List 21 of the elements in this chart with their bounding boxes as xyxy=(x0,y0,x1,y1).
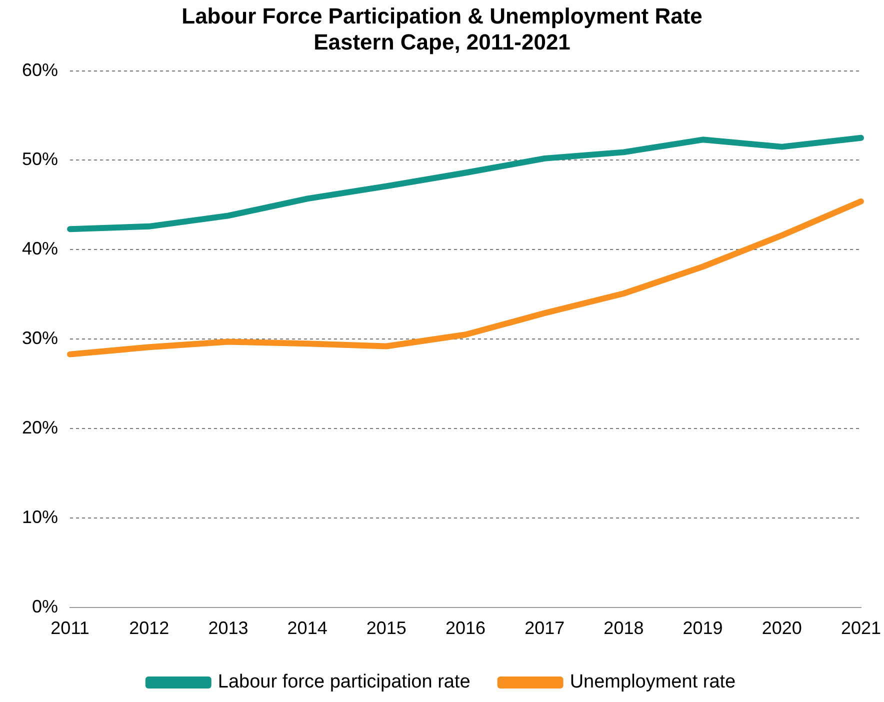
x-tick-label: 2019 xyxy=(682,618,723,638)
x-tick-label: 2012 xyxy=(129,618,170,638)
x-tick-label: 2021 xyxy=(840,618,881,638)
x-tick-label: 2014 xyxy=(287,618,328,638)
x-tick-label: 2018 xyxy=(604,618,644,638)
x-tick-label: 2011 xyxy=(50,618,90,638)
y-tick-label: 30% xyxy=(22,328,58,348)
x-tick-label: 2013 xyxy=(208,618,248,638)
legend-label: Labour force participation rate xyxy=(218,672,470,693)
y-tick-label: 50% xyxy=(22,149,58,170)
x-tick-label: 2017 xyxy=(524,618,565,638)
y-tick-label: 20% xyxy=(22,418,58,438)
x-tick-label: 2015 xyxy=(366,618,406,638)
y-tick-label: 40% xyxy=(22,238,58,259)
y-tick-label: 60% xyxy=(22,60,58,80)
x-tick-label: 2020 xyxy=(762,618,802,638)
legend-label: Unemployment rate xyxy=(570,672,736,693)
y-tick-label: 0% xyxy=(32,596,58,616)
chart-title: Labour Force Participation & Unemployment Rate Eastern Cape, 2011-2021 xyxy=(182,3,702,55)
x-tick-label: 2016 xyxy=(445,618,486,638)
y-tick-label: 10% xyxy=(22,506,58,527)
